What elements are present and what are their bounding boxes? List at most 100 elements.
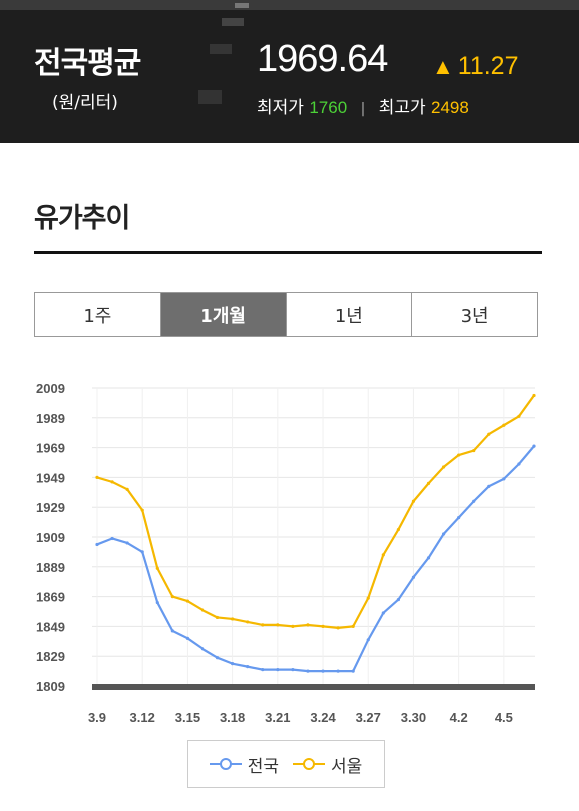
data-point bbox=[261, 623, 265, 627]
x-tick-label: 4.5 bbox=[495, 710, 513, 725]
y-tick-label: 2009 bbox=[36, 381, 65, 396]
x-tick-label: 4.2 bbox=[450, 710, 468, 725]
x-tick-label: 3.30 bbox=[401, 710, 426, 725]
data-point bbox=[231, 662, 235, 666]
data-point bbox=[170, 595, 174, 599]
series-line-national bbox=[96, 445, 535, 673]
y-tick-label: 1909 bbox=[36, 530, 65, 545]
data-point bbox=[426, 481, 431, 485]
data-point bbox=[441, 532, 446, 536]
legend-marker-national bbox=[209, 758, 242, 770]
y-tick-label: 1809 bbox=[36, 679, 65, 694]
data-point bbox=[261, 668, 265, 672]
chart-legend: 전국 서울 bbox=[187, 740, 385, 788]
y-tick-label: 1869 bbox=[36, 590, 65, 605]
tab-3year[interactable]: 3년 bbox=[411, 293, 537, 336]
data-point bbox=[246, 620, 250, 624]
data-point bbox=[366, 638, 370, 642]
legend-item-national[interactable]: 전국 bbox=[209, 752, 279, 777]
data-point bbox=[487, 484, 491, 488]
tab-1week[interactable]: 1주 bbox=[83, 305, 112, 327]
data-point bbox=[276, 668, 280, 672]
min-max-row: 최저가 1760 | 최고가 2498 bbox=[257, 93, 469, 118]
legend-item-seoul[interactable]: 서울 bbox=[293, 752, 362, 777]
data-point bbox=[532, 444, 536, 448]
data-point bbox=[366, 596, 370, 600]
tab-1year[interactable]: 1년 bbox=[285, 293, 412, 336]
data-point bbox=[351, 624, 355, 628]
price-trend-chart: 2009 1989 1969 1949 1929 1909 1889 1869 1849 1829… bbox=[36, 381, 536, 725]
legend-marker-seoul bbox=[293, 758, 325, 770]
y-tick-label: 1969 bbox=[36, 441, 65, 456]
x-tick-label: 3.9 bbox=[88, 710, 106, 725]
data-point bbox=[472, 499, 476, 503]
x-tick-label: 3.27 bbox=[356, 710, 381, 725]
max-label: 최고가 bbox=[378, 98, 426, 118]
data-point bbox=[95, 475, 99, 479]
data-point bbox=[457, 516, 461, 520]
data-point bbox=[170, 629, 174, 633]
data-point bbox=[185, 636, 190, 640]
data-point bbox=[95, 542, 99, 547]
data-point bbox=[336, 669, 340, 673]
data-point bbox=[487, 432, 491, 436]
price-change: ▲ 11.27 bbox=[432, 52, 519, 81]
data-point bbox=[276, 623, 280, 627]
data-point bbox=[140, 550, 144, 554]
data-point bbox=[532, 393, 536, 398]
data-point bbox=[426, 556, 431, 560]
unit-label: (원/리터) bbox=[52, 93, 118, 113]
average-title: 전국평균 bbox=[34, 46, 141, 81]
data-point bbox=[140, 508, 144, 512]
min-label: 최저가 bbox=[257, 98, 304, 118]
x-tick-label: 3.21 bbox=[265, 710, 290, 725]
data-point bbox=[200, 647, 205, 651]
x-tick-label: 3.15 bbox=[175, 710, 200, 725]
legend-label-seoul: 서울 bbox=[331, 756, 363, 777]
data-point bbox=[291, 668, 295, 672]
road-background bbox=[0, 0, 579, 104]
data-point bbox=[517, 414, 521, 418]
y-tick-label: 1929 bbox=[36, 500, 65, 515]
max-value: 2498 bbox=[431, 98, 469, 117]
data-point bbox=[125, 487, 129, 491]
series-line-seoul bbox=[96, 394, 535, 629]
data-point bbox=[110, 480, 114, 484]
data-point bbox=[502, 423, 506, 427]
section-divider bbox=[34, 251, 542, 254]
data-point bbox=[155, 600, 159, 605]
data-point bbox=[502, 477, 506, 481]
x-tick-label: 3.24 bbox=[310, 710, 336, 725]
data-point bbox=[336, 626, 340, 630]
price-header: 전국평균 (원/리터) 1969.64 ▲ 11.27 최저가 1760 | 최고… bbox=[0, 0, 579, 143]
data-point bbox=[472, 448, 476, 453]
average-price: 1969.64 bbox=[257, 38, 388, 80]
data-point bbox=[231, 617, 235, 621]
up-arrow-icon: ▲ bbox=[432, 54, 454, 79]
y-tick-label: 1949 bbox=[36, 470, 65, 485]
x-axis-bar bbox=[92, 684, 535, 690]
data-point bbox=[411, 499, 416, 503]
data-point bbox=[215, 615, 220, 620]
data-point bbox=[185, 599, 190, 603]
data-point bbox=[155, 566, 159, 570]
data-point bbox=[321, 669, 325, 673]
separator: | bbox=[360, 101, 366, 117]
tab-1month[interactable]: 1개월 bbox=[159, 293, 286, 336]
data-point bbox=[396, 527, 400, 532]
data-point bbox=[125, 541, 129, 545]
y-tick-label: 1989 bbox=[36, 411, 65, 426]
data-point bbox=[457, 453, 461, 457]
data-point bbox=[215, 656, 220, 660]
legend-label-national: 전국 bbox=[247, 756, 279, 777]
data-point bbox=[351, 669, 355, 673]
data-point bbox=[381, 553, 385, 557]
data-point bbox=[321, 624, 325, 628]
data-point bbox=[291, 624, 295, 628]
data-point bbox=[381, 611, 385, 615]
y-tick-label: 1829 bbox=[36, 649, 65, 664]
x-tick-label: 3.12 bbox=[130, 710, 155, 725]
data-point bbox=[246, 665, 250, 669]
data-point bbox=[110, 536, 114, 541]
y-tick-label: 1889 bbox=[36, 560, 65, 575]
